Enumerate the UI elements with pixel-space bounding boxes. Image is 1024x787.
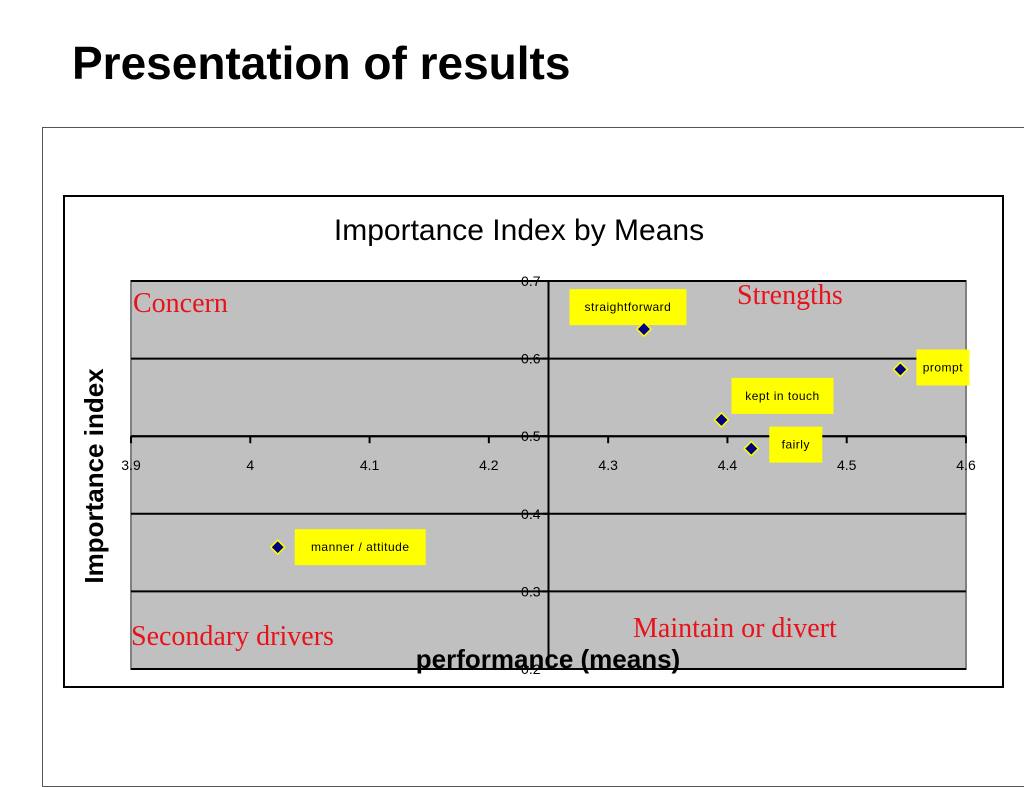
data-label: fairly (782, 438, 810, 452)
data-point-marker (713, 411, 730, 428)
y-axis-label: Importance index (79, 368, 109, 584)
x-tick-label: 4.6 (956, 457, 976, 473)
y-tick-label: 0.3 (521, 583, 541, 599)
data-label-box (916, 349, 970, 386)
chart-frame (63, 195, 1004, 688)
axes: 3.9 4 4.1 4.2 4.3 4.4 4.5 4.6 0.2 0.3 0.4 0.5 0.6 0.7 (121, 273, 976, 677)
data-point-group: manner / attitude (269, 529, 426, 566)
data-point-group: fairly (743, 426, 823, 463)
x-tick-label: 3.9 (121, 457, 141, 473)
data-label-box (769, 426, 823, 463)
y-tick-label: 0.7 (521, 273, 541, 289)
x-tick-label: 4 (246, 457, 254, 473)
slide-title: Presentation of results (72, 37, 571, 89)
y-tick-label: 0.4 (521, 506, 541, 522)
y-tick-label: 0.6 (521, 351, 541, 367)
y-tick-label: 0.5 (521, 428, 541, 444)
x-axis-label: performance (means) (416, 644, 680, 674)
data-point-marker (269, 539, 286, 556)
data-point-marker (892, 361, 909, 378)
data-label: kept in touch (745, 389, 820, 403)
quadrant-label-concern: Concern (133, 288, 228, 319)
x-tick-label: 4.3 (598, 457, 618, 473)
data-label: prompt (923, 360, 964, 374)
data-point-marker (743, 440, 760, 457)
x-tick-label: 4.2 (479, 457, 499, 473)
x-tick-label: 4.5 (837, 457, 857, 473)
data-label-box (731, 377, 834, 414)
data-point-group: straightforward (569, 289, 687, 338)
data-label-box (294, 529, 426, 566)
x-tick-label: 4.1 (360, 457, 380, 473)
scatter-chart: Importance Index by Means 3.9 4 4.1 4.2 4.3 4… (79, 214, 976, 677)
data-point-marker (635, 321, 652, 338)
chart-title: Importance Index by Means (334, 214, 704, 247)
data-label: straightforward (584, 300, 671, 314)
y-tick-label: 0.2 (521, 661, 541, 677)
data-label: manner / attitude (311, 540, 410, 554)
x-tick-label: 4.4 (718, 457, 738, 473)
data-point-group: prompt (892, 349, 970, 386)
quadrant-label-secondary-drivers: Secondary drivers (131, 621, 334, 652)
quadrant-label-strengths: Strengths (737, 280, 843, 311)
quadrant-label-maintain-or-divert: Maintain or divert (633, 613, 837, 644)
data-point-group: kept in touch (713, 377, 834, 428)
data-label-box (569, 289, 687, 326)
data-points: straightforward prompt kept in touch fairly… (269, 289, 970, 566)
